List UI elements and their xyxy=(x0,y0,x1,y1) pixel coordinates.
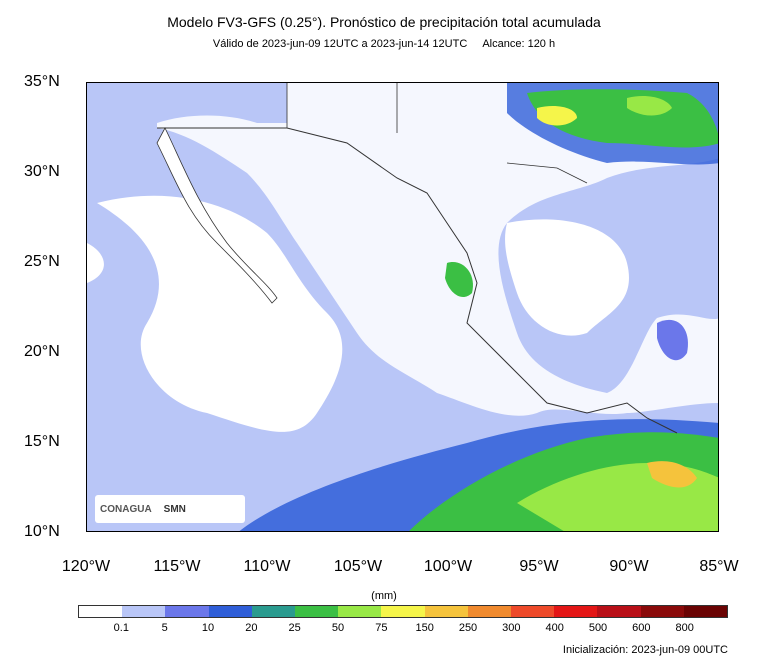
lon-label: 95°W xyxy=(519,558,559,575)
northeast-precip-core xyxy=(627,96,672,116)
border-line xyxy=(286,83,588,184)
northeast-precip xyxy=(527,89,718,148)
colorbar-swatch xyxy=(424,606,468,617)
northeast-precip-core xyxy=(537,106,577,126)
lon-label: 115°W xyxy=(153,558,201,575)
inland-cell xyxy=(445,262,473,298)
initialization-time: Inicialización: 2023-jun-09 00UTC xyxy=(562,644,728,656)
colorbar-tick-label: 250 xyxy=(458,622,478,634)
lat-label: 20°N xyxy=(24,343,60,360)
colorbar-swatch xyxy=(554,606,598,617)
colorbar-swatch xyxy=(295,606,339,617)
valid-period: Válido de 2023-jun-09 12UTC a 2023-jun-1… xyxy=(212,38,468,50)
map-canvas xyxy=(87,83,718,531)
chart-subtitle: Válido de 2023-jun-09 12UTC a 2023-jun-1… xyxy=(0,38,768,50)
colorbar-swatch xyxy=(597,606,641,617)
gulf-dry-area xyxy=(505,219,629,336)
colorbar-tick-label: 10 xyxy=(201,622,215,634)
colorbar-tick-label: 400 xyxy=(545,622,564,634)
colorbar-swatch xyxy=(165,606,209,617)
colorbar-swatch xyxy=(511,606,555,617)
colorbar-swatch xyxy=(381,606,425,617)
conagua-logo: CONAGUA xyxy=(100,503,152,515)
colorbar-swatch xyxy=(467,606,512,617)
lon-label: 90°W xyxy=(609,558,649,575)
lat-label: 25°N xyxy=(24,253,60,270)
chart-title: Modelo FV3-GFS (0.25°). Pronóstico de pr… xyxy=(167,14,601,30)
colorbar-swatch xyxy=(79,606,123,617)
colorbar-tick-label: 0.1 xyxy=(113,622,129,634)
lat-label: 30°N xyxy=(24,163,60,180)
logo-area: CONAGUA SMN xyxy=(95,495,245,523)
lat-label: 15°N xyxy=(24,433,60,450)
land-mass xyxy=(87,83,718,416)
precipitation-map: CONAGUA SMN xyxy=(86,82,719,532)
colorbar-swatch xyxy=(683,606,728,617)
colorbar-swatch xyxy=(208,606,252,617)
lon-label: 120°W xyxy=(61,558,111,575)
smn-logo: SMN xyxy=(163,503,186,515)
lon-label: 105°W xyxy=(333,558,383,575)
colorbar-swatch xyxy=(338,606,382,617)
colorbar-tick-label: 75 xyxy=(375,622,388,634)
colorbar-swatch xyxy=(122,606,166,617)
colorbar xyxy=(78,605,728,618)
coastline xyxy=(157,127,678,434)
colorbar-tick-label: 150 xyxy=(415,622,434,634)
yucatan-cell xyxy=(657,319,688,361)
colorbar-swatch xyxy=(640,606,684,617)
lon-label: 100°W xyxy=(423,558,473,575)
colorbar-tick-label: 20 xyxy=(245,622,258,634)
colorbar-tick-label: 25 xyxy=(288,622,301,634)
dry-area xyxy=(87,243,104,283)
colorbar-tick-label: 500 xyxy=(588,622,608,634)
lon-label: 85°W xyxy=(699,558,739,575)
colorbar-tick-label: 600 xyxy=(632,622,651,634)
lon-label: 110°W xyxy=(243,558,291,575)
forecast-range: Alcance: 120 h xyxy=(482,38,556,50)
colorbar-tick-label: 800 xyxy=(675,622,694,634)
colorbar-tick-label: 50 xyxy=(331,622,345,634)
heavy-precip-core xyxy=(647,461,697,488)
colorbar-tick-label: 5 xyxy=(161,622,168,634)
baja-california xyxy=(156,127,278,304)
lat-label: 35°N xyxy=(24,73,60,90)
dry-area xyxy=(97,195,343,432)
colorbar-units: (mm) xyxy=(371,590,397,602)
colorbar-tick-label: 300 xyxy=(502,622,521,634)
lat-label: 10°N xyxy=(24,523,60,540)
colorbar-swatch xyxy=(251,606,296,617)
